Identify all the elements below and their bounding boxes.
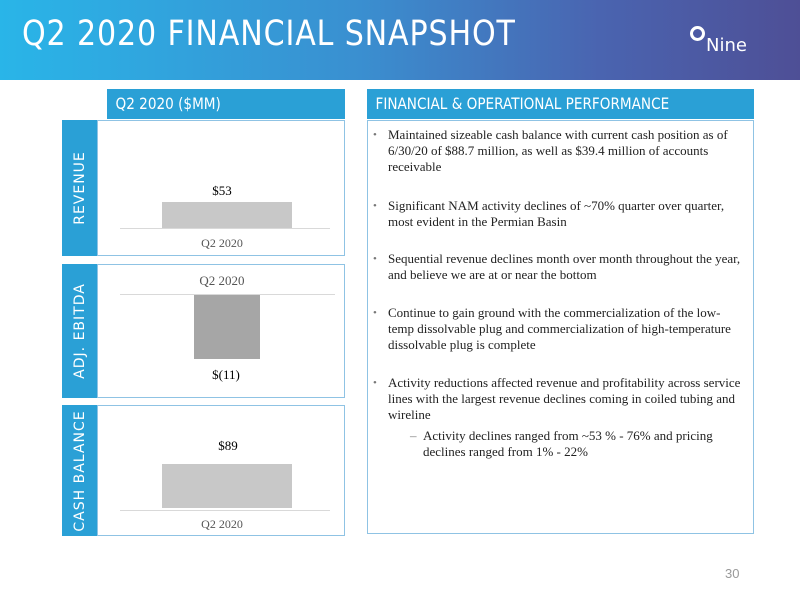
sub-bullet-item: Activity declines ranged from ~53 % - 76…: [410, 428, 745, 460]
bullet-item: Significant NAM activity declines of ~70…: [373, 198, 743, 230]
cash-balance-panel: $89 Q2 2020: [97, 405, 345, 536]
revenue-axis-line: [120, 228, 330, 229]
right-section-heading: FINANCIAL & OPERATIONAL PERFORMANCE: [367, 89, 754, 119]
cash-balance-category-label: Q2 2020: [201, 517, 243, 531]
page-number: 30: [725, 566, 740, 581]
revenue-category-label: Q2 2020: [201, 236, 243, 250]
revenue-bar: [162, 202, 292, 228]
adj-ebitda-tab: ADJ. EBITDA: [62, 264, 97, 398]
page-title: Q2 2020 FINANCIAL SNAPSHOT: [22, 14, 516, 54]
bullet-item: Maintained sizeable cash balance with cu…: [373, 127, 743, 175]
adj-ebitda-bar: [194, 295, 260, 359]
company-logo: Nine: [690, 26, 770, 60]
left-section-heading: Q2 2020 ($MM): [107, 89, 345, 119]
bullet-item: Sequential revenue declines month over m…: [373, 251, 743, 283]
logo-text: Nine: [706, 35, 747, 56]
revenue-tab: REVENUE: [62, 120, 97, 256]
adj-ebitda-value-label: $(11): [212, 367, 240, 382]
adj-ebitda-panel: Q2 2020 $(11): [97, 264, 345, 398]
adj-ebitda-axis-line: [120, 294, 335, 295]
cash-balance-tab: CASH BALANCE: [62, 405, 97, 536]
header-banner: Q2 2020 FINANCIAL SNAPSHOT Nine: [0, 0, 800, 80]
bullet-item: Activity reductions affected revenue and…: [373, 375, 743, 423]
logo-ring-icon: [690, 26, 705, 41]
cash-balance-bar: [162, 464, 292, 508]
bullet-item: Continue to gain ground with the commerc…: [373, 305, 743, 353]
revenue-value-label: $53: [212, 183, 232, 198]
adj-ebitda-category-label: Q2 2020: [199, 273, 245, 288]
performance-panel: [367, 120, 754, 534]
revenue-panel: $53 Q2 2020: [97, 120, 345, 256]
cash-balance-value-label: $89: [218, 438, 238, 453]
cash-balance-axis-line: [120, 510, 330, 511]
